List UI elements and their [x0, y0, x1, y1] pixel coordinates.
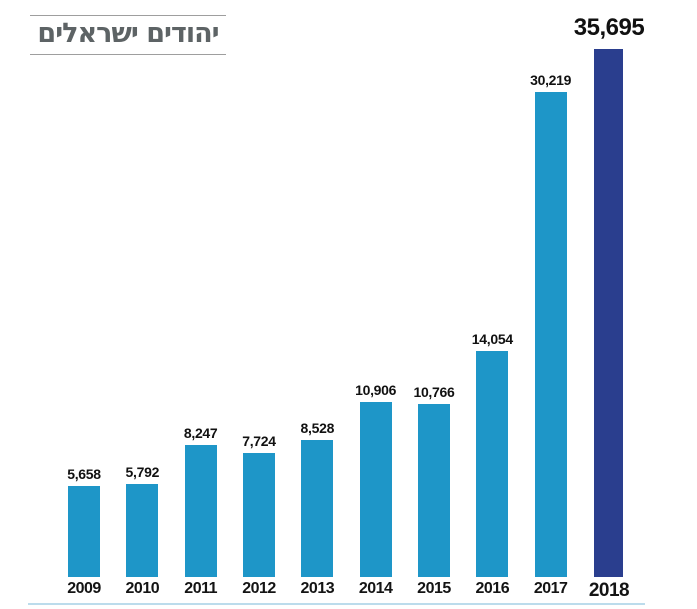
x-axis-label-2016: 2016: [475, 580, 510, 597]
x-axis-label-2010: 2010: [125, 580, 160, 597]
bar-value-label-2017: 30,219: [530, 72, 572, 88]
x-axis-label-2017: 2017: [533, 580, 568, 597]
bar-2018: [594, 49, 624, 577]
bar-2013: [301, 440, 334, 577]
bar-group-2018: 35,695: [569, 14, 649, 577]
bar-2015: [417, 404, 450, 577]
bar-value-label-2011: 8,247: [183, 425, 218, 441]
x-axis-label-2014: 2014: [358, 580, 393, 597]
bar-group-2011: 8,247: [161, 425, 241, 577]
bar-group-2013: 8,528: [277, 420, 357, 577]
bar-value-label-2010: 5,792: [125, 464, 160, 480]
bar-group-2009: 5,658: [44, 466, 124, 577]
bar-value-label-2016: 14,054: [471, 331, 513, 347]
bar-value-label-2012: 7,724: [242, 433, 276, 449]
bar-group-2010: 5,792: [102, 464, 182, 577]
bar-value-label-2014: 10,906: [355, 382, 397, 398]
bar-2017: [534, 92, 567, 577]
x-axis-label-2015: 2015: [417, 580, 451, 597]
bar-2016: [476, 351, 509, 577]
x-axis-label-2013: 2013: [300, 580, 335, 597]
x-axis-label-2011: 2011: [184, 580, 218, 597]
x-axis-label-2009: 2009: [67, 580, 101, 597]
bar-value-label-2009: 5,658: [67, 466, 101, 482]
chart-title: יהודים ישראלים: [37, 18, 219, 49]
bar-group-2017: 30,219: [511, 72, 591, 577]
baseline-rule: [28, 603, 645, 605]
bar-group-2016: 14,054: [452, 331, 532, 577]
x-axis-label-2018: 2018: [588, 580, 630, 601]
bar-group-2015: 10,766: [394, 384, 474, 577]
bar-2012: [242, 453, 275, 577]
bar-2009: [68, 486, 100, 577]
bar-2014: [359, 402, 392, 577]
bar-group-2014: 10,906: [336, 382, 416, 577]
chart-title-box: יהודים ישראלים: [30, 15, 226, 56]
bar-value-label-2013: 8,528: [300, 420, 335, 436]
bar-value-label-2018: 35,695: [573, 14, 645, 41]
bar-2010: [126, 484, 159, 577]
bar-group-2012: 7,724: [219, 433, 299, 577]
bar-value-label-2015: 10,766: [413, 384, 455, 400]
bar-2011: [184, 445, 217, 577]
x-axis-label-2012: 2012: [242, 580, 276, 597]
